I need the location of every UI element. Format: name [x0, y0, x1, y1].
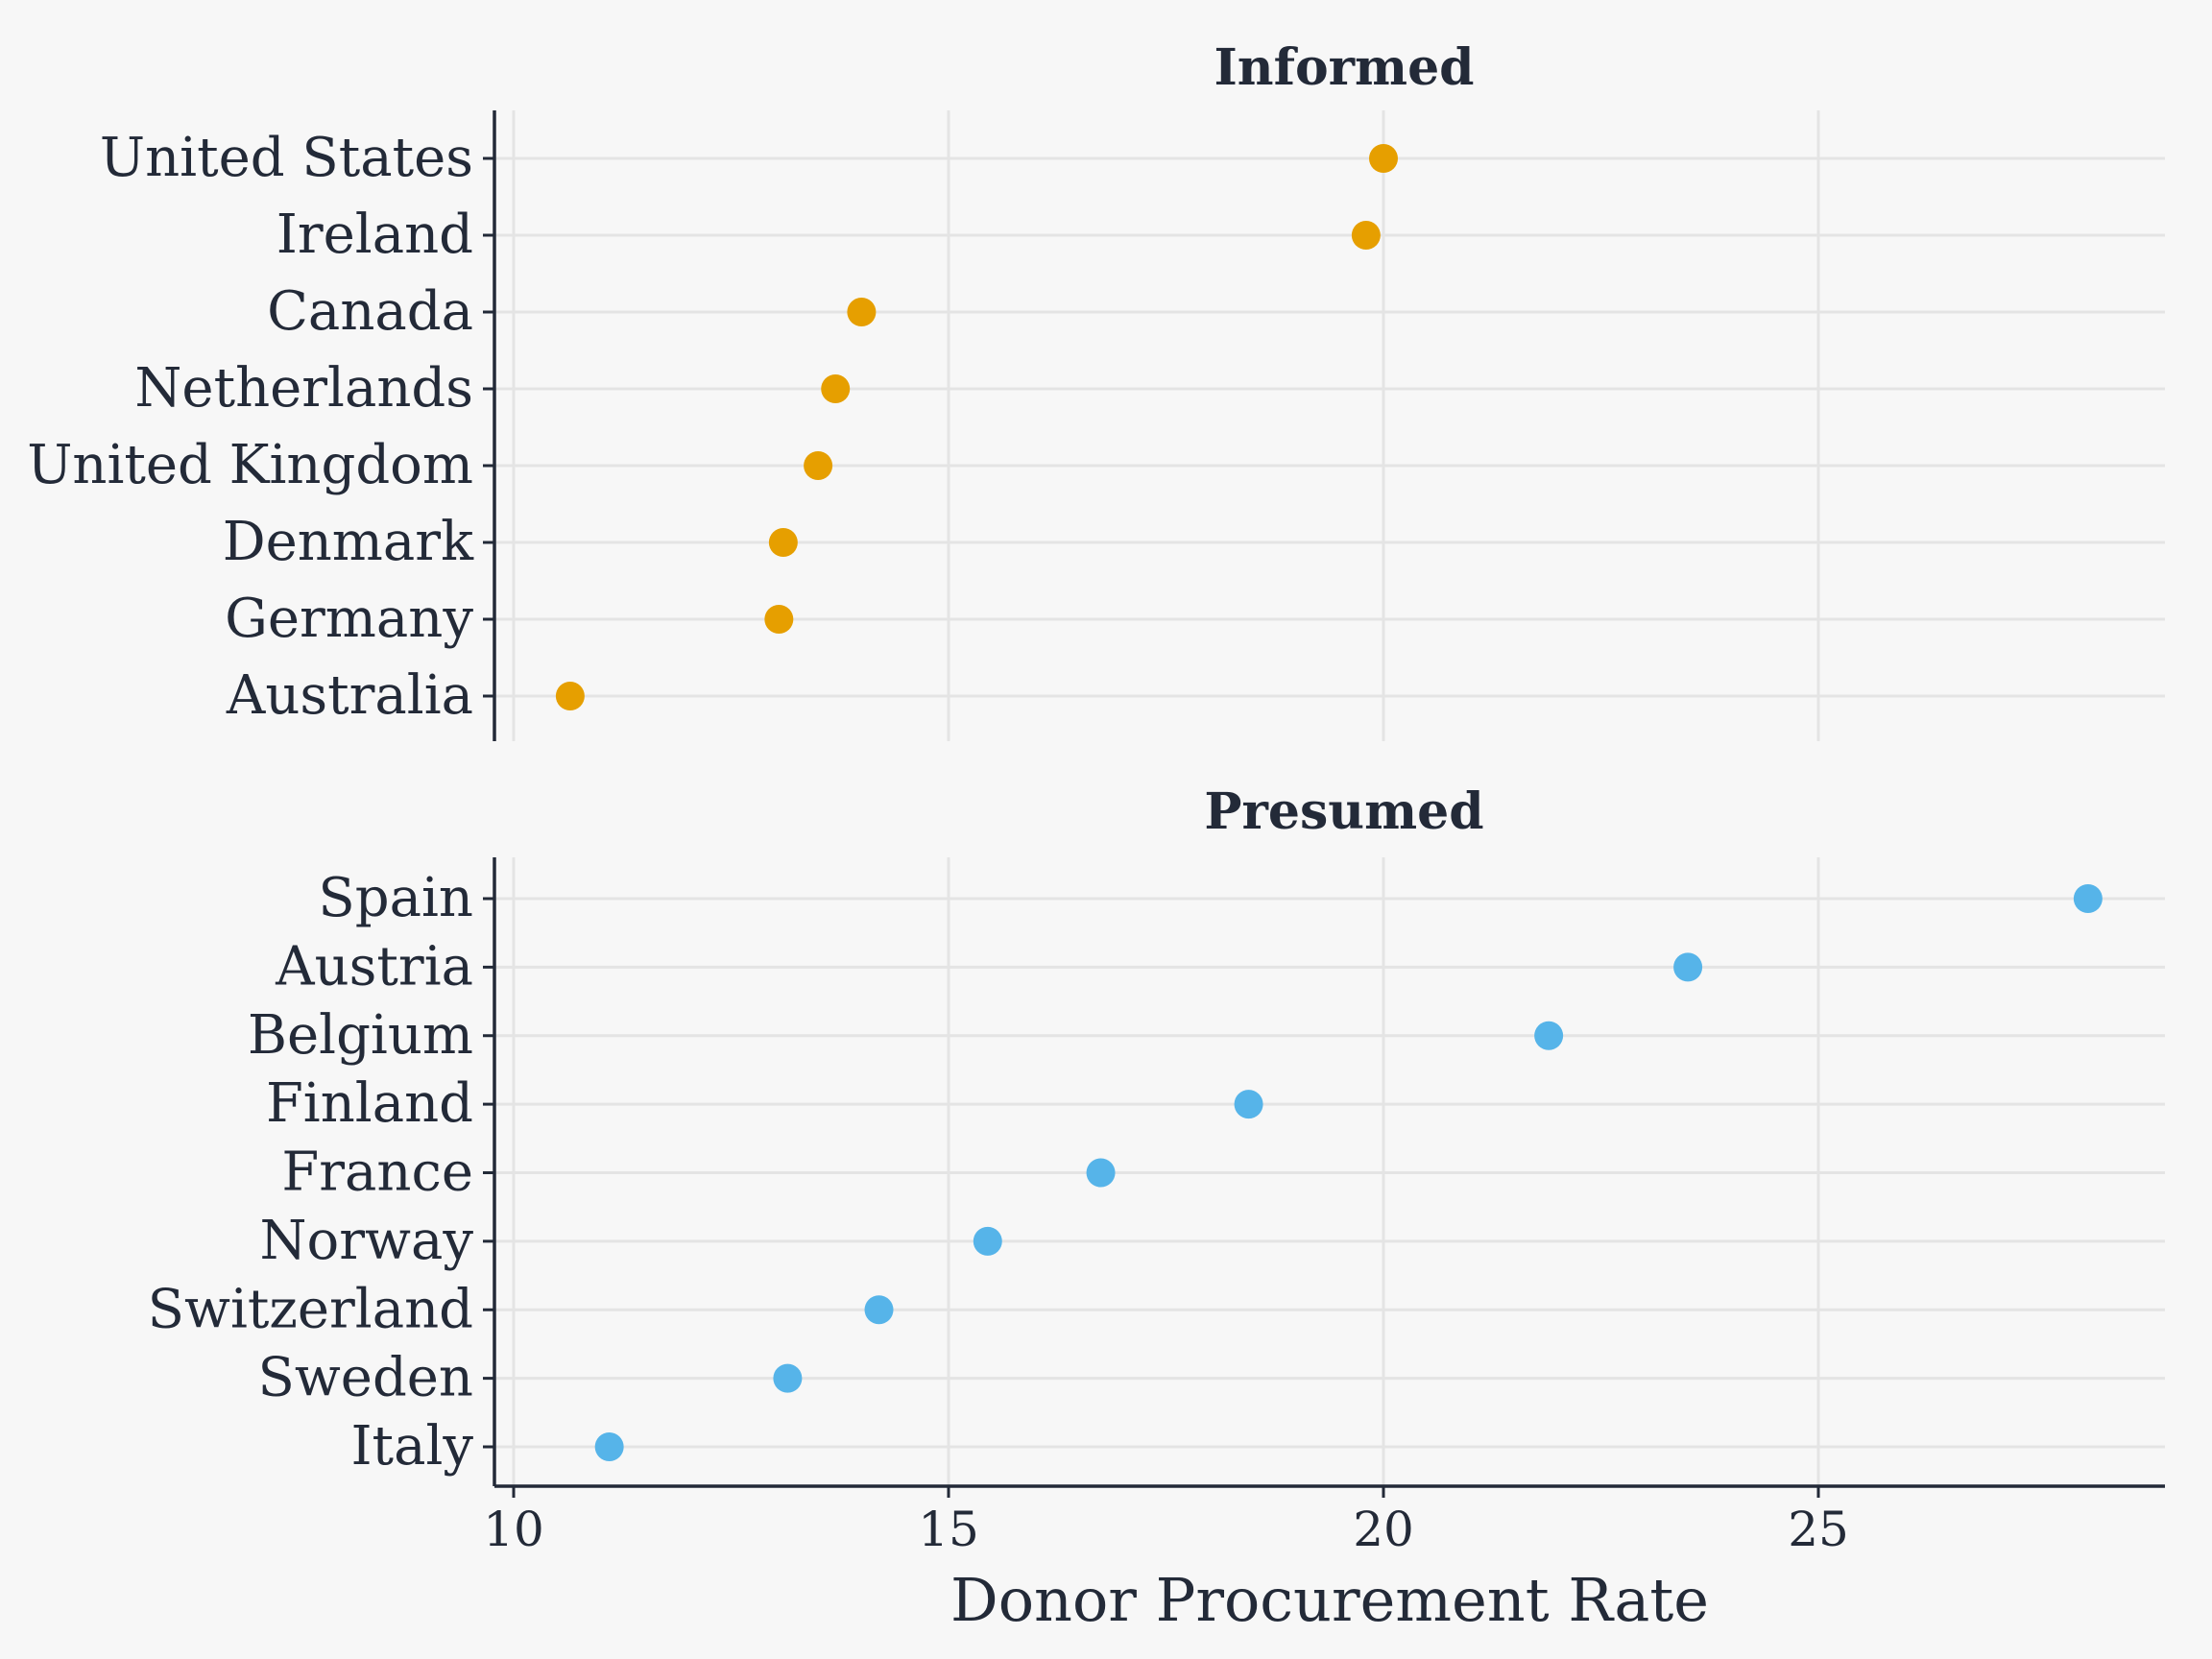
category-label: Finland [266, 1072, 473, 1135]
data-point-united-kingdom [804, 451, 833, 480]
x-tick-label: 15 [918, 1502, 979, 1557]
category-label: Germany [225, 588, 473, 650]
category-label: Ireland [276, 204, 473, 266]
category-label: Norway [260, 1210, 474, 1272]
data-point-netherlands [821, 374, 851, 403]
category-label: Austria [275, 935, 473, 998]
data-point-italy [594, 1432, 624, 1461]
data-point-australia [555, 682, 585, 710]
data-point-belgium [1534, 1021, 1564, 1050]
data-point-spain [2073, 884, 2103, 913]
category-label: Belgium [248, 1004, 473, 1067]
data-point-finland [1234, 1090, 1263, 1119]
category-label: United States [100, 127, 473, 189]
x-axis-title: Donor Procurement Rate [950, 1565, 1709, 1635]
panel-title-1: Presumed [1204, 782, 1483, 841]
panel-title-0: Informed [1214, 38, 1474, 97]
data-point-france [1086, 1158, 1116, 1188]
data-point-germany [764, 605, 794, 634]
category-label: Australia [226, 664, 473, 727]
data-point-ireland [1351, 221, 1381, 250]
data-point-switzerland [864, 1295, 894, 1325]
x-tick-label: 10 [483, 1502, 544, 1557]
category-label: France [281, 1142, 473, 1204]
category-label: Switzerland [148, 1278, 473, 1340]
data-point-united-states [1369, 144, 1398, 173]
x-tick-label: 20 [1353, 1502, 1414, 1557]
category-label: Sweden [258, 1347, 474, 1409]
x-tick-label: 25 [1788, 1502, 1849, 1557]
category-label: Canada [267, 280, 473, 343]
category-label: United Kingdom [27, 434, 473, 496]
category-label: Netherlands [134, 357, 473, 420]
category-label: Spain [318, 867, 473, 929]
data-point-norway [973, 1226, 1002, 1256]
data-point-denmark [768, 528, 798, 557]
data-point-sweden [773, 1363, 803, 1393]
category-label: Denmark [223, 511, 474, 573]
data-point-canada [847, 298, 877, 326]
category-label: Italy [350, 1415, 473, 1478]
data-point-austria [1673, 952, 1703, 982]
